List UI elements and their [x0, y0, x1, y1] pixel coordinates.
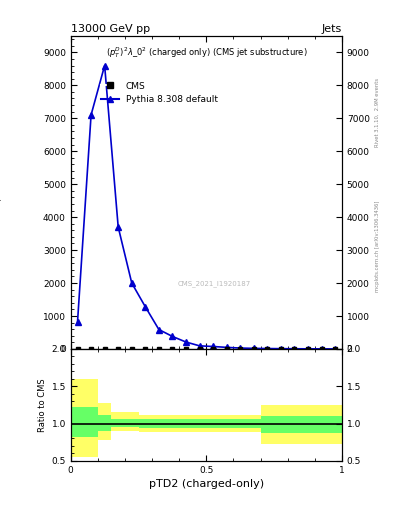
Legend: CMS, Pythia 8.308 default: CMS, Pythia 8.308 default	[97, 78, 221, 108]
Text: Jets: Jets	[321, 24, 342, 34]
Text: mcplots.cern.ch [arXiv:1306.3436]: mcplots.cern.ch [arXiv:1306.3436]	[375, 200, 380, 291]
Text: 13000 GeV pp: 13000 GeV pp	[71, 24, 150, 34]
Text: CMS_2021_I1920187: CMS_2021_I1920187	[178, 280, 251, 287]
Text: Rivet 3.1.10,  2.9M events: Rivet 3.1.10, 2.9M events	[375, 78, 380, 147]
Y-axis label: $\frac{1}{\mathrm{norm}}\frac{d^2N}{d\,\mathrm{pTD2}\,d\,\mathrm{norm}}$: $\frac{1}{\mathrm{norm}}\frac{d^2N}{d\,\…	[0, 165, 4, 220]
Y-axis label: Ratio to CMS: Ratio to CMS	[39, 378, 47, 432]
X-axis label: pTD2 (charged-only): pTD2 (charged-only)	[149, 479, 264, 489]
Text: $(p_T^D)^2\lambda\_0^2$ (charged only) (CMS jet substructure): $(p_T^D)^2\lambda\_0^2$ (charged only) (…	[105, 45, 307, 60]
